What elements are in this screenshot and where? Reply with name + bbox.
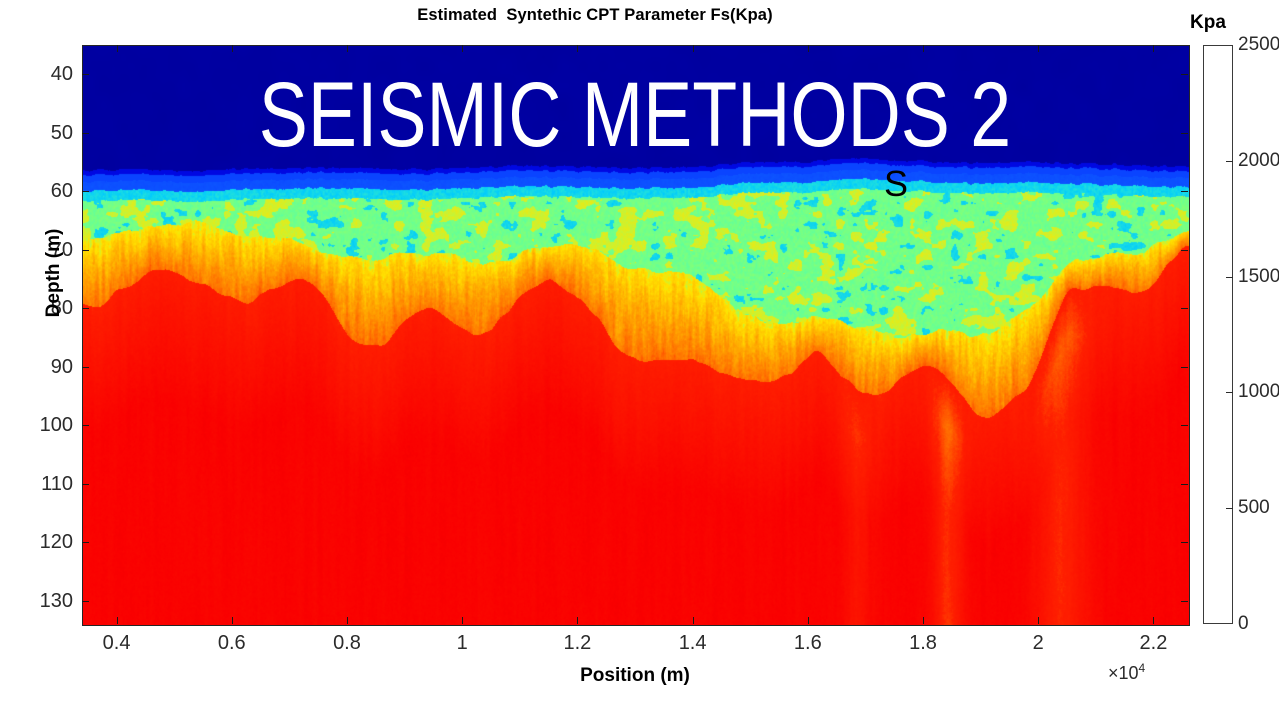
y-tick-mark-right (1181, 600, 1188, 602)
y-tick-label-120: 120 (39, 531, 73, 554)
x-tick-mark (231, 617, 233, 624)
x-tick-mark-top (1038, 45, 1040, 52)
x-tick-mark-top (692, 45, 694, 52)
y-tick-label-40: 40 (50, 63, 73, 86)
colorbar-label-500: 500 (1238, 497, 1270, 519)
x-tick-label-2.2: 2.2 (1139, 632, 1168, 654)
y-tick-label-50: 50 (50, 121, 73, 144)
y-tick-label-60: 60 (50, 180, 73, 203)
x-tick-mark-top (807, 45, 809, 52)
colorbar-tick-mark (1226, 392, 1233, 394)
x-tick-mark-top (577, 45, 579, 52)
y-tick-mark (82, 483, 89, 485)
x-tick-label-1.4: 1.4 (678, 632, 707, 654)
colorbar-label-2500: 2500 (1238, 34, 1279, 55)
y-tick-mark (82, 600, 89, 602)
y-tick-mark-right (1181, 483, 1188, 485)
y-tick-mark (82, 132, 89, 134)
pseudo-section-canvas (83, 46, 1189, 625)
x-axis-exponent: ×104 (1108, 661, 1146, 683)
x-tick-label-1: 1 (456, 632, 468, 654)
x-tick-mark-top (231, 45, 233, 52)
colorbar-tick-mark (1226, 160, 1233, 162)
x-tick-label-0.8: 0.8 (333, 632, 361, 654)
x-tick-mark (923, 617, 925, 624)
colorbar-tick-mark (1226, 508, 1233, 510)
heatmap-plot (82, 45, 1190, 626)
colorbar-label-1000: 1000 (1238, 381, 1279, 403)
x-tick-label-2: 2 (1032, 632, 1044, 654)
y-tick-mark-right (1181, 191, 1188, 193)
y-axis-title: Depth (m) (43, 228, 64, 318)
annotation-s-label: S (884, 163, 909, 204)
y-tick-mark-right (1181, 425, 1188, 427)
y-tick-mark (82, 74, 89, 76)
y-tick-mark (82, 542, 89, 544)
x-tick-mark-top (923, 45, 925, 52)
colorbar (1203, 45, 1233, 624)
y-tick-mark-right (1181, 249, 1188, 251)
x-tick-mark-top (462, 45, 464, 52)
colorbar-label-0: 0 (1238, 613, 1249, 634)
y-tick-label-130: 130 (39, 589, 73, 612)
x-tick-mark (807, 617, 809, 624)
y-tick-mark (82, 308, 89, 310)
x-tick-mark (346, 617, 348, 624)
x-tick-label-0.6: 0.6 (217, 632, 246, 654)
colorbar-tick-mark (1226, 276, 1233, 278)
y-tick-label-110: 110 (41, 472, 73, 495)
x-tick-mark (1153, 617, 1155, 624)
x-tick-label-1.6: 1.6 (793, 632, 822, 654)
y-tick-mark-right (1181, 132, 1188, 134)
x-tick-mark-top (1153, 45, 1155, 52)
y-tick-mark-right (1181, 308, 1188, 310)
x-tick-label-1.8: 1.8 (909, 632, 937, 654)
colorbar-label-2000: 2000 (1238, 149, 1279, 171)
x-tick-mark-top (346, 45, 348, 52)
x-axis-title: Position (m) (580, 665, 690, 686)
y-tick-mark (82, 191, 89, 193)
y-tick-mark-right (1181, 542, 1188, 544)
x-tick-label-1.2: 1.2 (563, 632, 592, 654)
y-tick-label-70: 70 (50, 238, 73, 261)
colorbar-title: Kpa (1190, 12, 1226, 33)
y-tick-mark-right (1181, 74, 1188, 76)
x-tick-mark (577, 617, 579, 624)
x-tick-mark (692, 617, 694, 624)
x-tick-mark (1038, 617, 1040, 624)
x-tick-mark-top (116, 45, 118, 52)
y-tick-mark (82, 249, 89, 251)
x-tick-label-0.4: 0.4 (102, 632, 131, 654)
colorbar-label-1500: 1500 (1238, 265, 1279, 287)
x-tick-mark (116, 617, 118, 624)
y-tick-label-80: 80 (50, 297, 73, 320)
y-tick-mark (82, 366, 89, 368)
y-tick-mark-right (1181, 366, 1188, 368)
y-tick-label-90: 90 (50, 355, 73, 378)
y-tick-mark (82, 425, 89, 427)
y-tick-label-100: 100 (39, 414, 73, 437)
colorbar-gradient (1204, 46, 1232, 623)
x-tick-mark (462, 617, 464, 624)
page-title: Estimated Syntethic CPT Parameter Fs(Kpa… (417, 6, 773, 24)
